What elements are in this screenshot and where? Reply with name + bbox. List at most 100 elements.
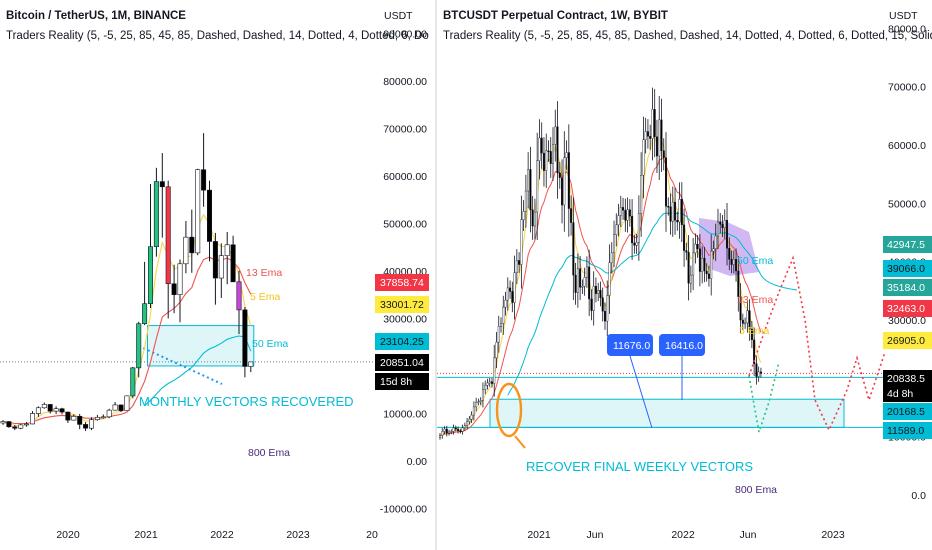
left-candle-body [201, 169, 207, 191]
right-candle-body [558, 172, 561, 178]
right-candle-body [640, 175, 643, 215]
right-currency-label: USDT [889, 10, 918, 22]
right-candle-body [721, 224, 724, 229]
right-candle-body [500, 323, 503, 327]
right-candle-body [475, 402, 478, 408]
left-y-tick-label: 0.00 [407, 456, 428, 468]
left-chart-svg[interactable]: 90000.00 80000.00 70000.00 60000.00 50000.00… [0, 0, 437, 550]
right-price-label-bg [883, 403, 932, 420]
right-candle-body [719, 221, 722, 225]
right-candle-body [642, 139, 645, 176]
right-orange-circle [495, 382, 523, 438]
left-candle-body [218, 255, 224, 279]
left-candle-body [59, 408, 65, 413]
right-candle-body [626, 209, 629, 221]
right-candle-body [617, 215, 620, 226]
left-chart-title[interactable]: Bitcoin / TetherUS, 1M, BINANCE [6, 10, 186, 22]
right-candle-body [741, 319, 744, 324]
right-candle-body [502, 306, 505, 324]
right-candle-body [443, 428, 446, 432]
right-candle-body [669, 206, 672, 222]
right-candle-body [479, 400, 482, 402]
right-annotation: RECOVER FINAL WEEKLY VECTORS [526, 459, 753, 474]
right-candle-body [622, 207, 625, 211]
right-candle-body [461, 427, 464, 432]
right-candle-body [518, 260, 521, 265]
right-ema50-projection [760, 274, 798, 291]
right-ema13-line [439, 158, 762, 436]
right-candle-body [676, 220, 679, 223]
left-y-tick-label: 30000.00 [383, 313, 427, 325]
right-candle-body [583, 277, 586, 287]
right-candle-body [703, 257, 706, 272]
left-annotation: 5 Ema [250, 291, 281, 303]
right-candle-body [748, 310, 751, 330]
callout-bg [607, 334, 653, 356]
right-candle-body [454, 427, 457, 430]
right-candle-body [572, 222, 575, 276]
right-price-label-bg [883, 236, 932, 253]
right-candle-body [692, 252, 695, 276]
right-indicator-label[interactable]: Traders Reality (5, -5, 25, 85, 45, 85, … [443, 30, 932, 42]
right-candle-body [660, 119, 663, 151]
right-price-label-bg [883, 300, 932, 317]
right-candle-body [561, 177, 564, 206]
right-chart-pane[interactable]: 80000.070000.060000.050000.040000.030000… [437, 0, 932, 550]
left-chart-pane[interactable]: 90000.00 80000.00 70000.00 60000.00 50000.00… [0, 0, 437, 550]
right-candle-body [592, 285, 595, 311]
right-candle-body [601, 297, 604, 312]
left-y-tick-label: 70000.00 [383, 123, 427, 135]
right-candle-body [457, 428, 460, 432]
right-x-tick-label: 2023 [821, 529, 845, 541]
right-candle-body [441, 431, 444, 436]
right-candle-body [576, 268, 579, 293]
right-price-label: 20838.5 [887, 373, 925, 385]
right-candle-body [540, 137, 543, 154]
right-candle-body [536, 160, 539, 213]
right-candle-body [631, 215, 634, 244]
right-candle-body [484, 385, 487, 390]
left-candle-body [71, 416, 77, 421]
right-vector-zone [489, 398, 845, 428]
left-annotation: MONTHLY VECTORS RECOVERED [139, 394, 354, 409]
right-chart-title[interactable]: BTCUSDT Perpetual Contract, 1W, BYBIT [443, 10, 668, 22]
right-chart-svg[interactable]: 80000.070000.060000.050000.040000.030000… [437, 0, 932, 550]
left-candle-body [130, 367, 136, 397]
right-candle-body [694, 243, 697, 254]
left-price-label: 33001.72 [380, 299, 424, 311]
left-x-tick-label: 2021 [134, 529, 158, 541]
left-candle-body [94, 416, 100, 420]
right-candle-body [712, 248, 715, 252]
right-x-tick-label: Jun [740, 529, 757, 541]
right-x-tick-label: Jun [587, 529, 604, 541]
right-candle-body [522, 211, 525, 220]
right-candle-body [664, 157, 667, 207]
left-candle-body [89, 419, 95, 429]
right-candle-body [633, 242, 636, 246]
left-price-label-bg [375, 274, 429, 291]
right-candle-body [714, 235, 717, 250]
right-price-label-bg [883, 332, 932, 349]
left-candle-body [136, 323, 142, 369]
right-candle-body [651, 109, 654, 139]
right-candle-body [450, 431, 453, 433]
left-indicator-label[interactable]: Traders Reality (5, -5, 25, 85, 45, 85, … [6, 30, 429, 42]
right-price-label-bg [883, 370, 932, 387]
right-candle-body [549, 151, 552, 164]
right-candle-body [452, 427, 455, 432]
right-candle-body [486, 382, 489, 386]
right-candle-body [613, 234, 616, 254]
right-price-label: 42947.5 [887, 239, 925, 251]
right-candle-body [597, 290, 600, 294]
right-candle-body [615, 224, 618, 236]
right-candle-body [608, 262, 611, 296]
right-candle-body [696, 243, 699, 250]
right-candle-body [619, 207, 622, 216]
left-ema50-line [144, 335, 252, 407]
right-y-tick-label: 50000.0 [888, 198, 926, 210]
right-candle-body [594, 285, 597, 294]
left-price-label-bg [375, 354, 429, 371]
right-candle-body [674, 201, 677, 221]
right-candle-body [658, 119, 661, 157]
left-candle-body [171, 283, 177, 295]
